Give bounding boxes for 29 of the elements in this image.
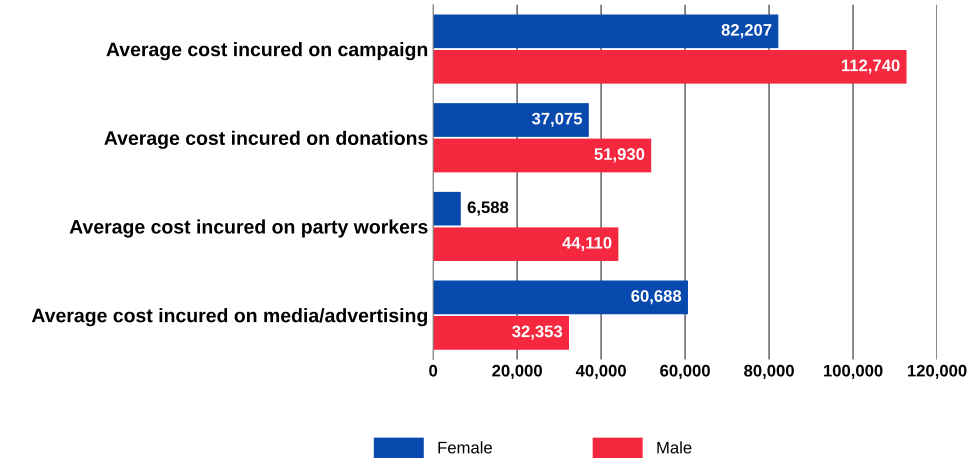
x-tick-label: 0 xyxy=(429,364,438,377)
bar xyxy=(433,103,589,137)
legend-label: Female xyxy=(438,441,492,454)
bar xyxy=(433,316,569,350)
data-label: 51,930 xyxy=(594,148,644,162)
y-tick-label: Average cost incured on party workers xyxy=(70,219,428,238)
data-label: 112,740 xyxy=(842,59,900,74)
bar xyxy=(433,192,461,226)
data-label: 82,207 xyxy=(722,24,772,38)
bar xyxy=(433,280,688,314)
bar xyxy=(433,138,652,172)
x-tick-label: 100,000 xyxy=(824,364,882,379)
legend-label: Male xyxy=(657,441,692,454)
y-tick-label: Average cost incured on campaign xyxy=(106,42,428,60)
bar xyxy=(433,14,778,48)
y-tick-label: Average cost incured on donations xyxy=(104,130,428,149)
data-label: 60,688 xyxy=(631,290,682,304)
data-label: 32,353 xyxy=(512,326,562,340)
data-label: 6,588 xyxy=(468,201,508,216)
y-tick-label: Average cost incured on media/advertising xyxy=(32,308,428,326)
bar xyxy=(433,227,618,262)
bar xyxy=(433,50,907,84)
x-tick-label: 60,000 xyxy=(660,364,710,379)
x-tick-label: 20,000 xyxy=(492,364,542,379)
x-tick-label: 120,000 xyxy=(908,364,966,379)
x-tick-label: 80,000 xyxy=(744,364,794,379)
data-label: 44,110 xyxy=(562,236,612,252)
x-tick-label: 40,000 xyxy=(576,364,626,379)
data-label: 37,075 xyxy=(532,112,582,127)
